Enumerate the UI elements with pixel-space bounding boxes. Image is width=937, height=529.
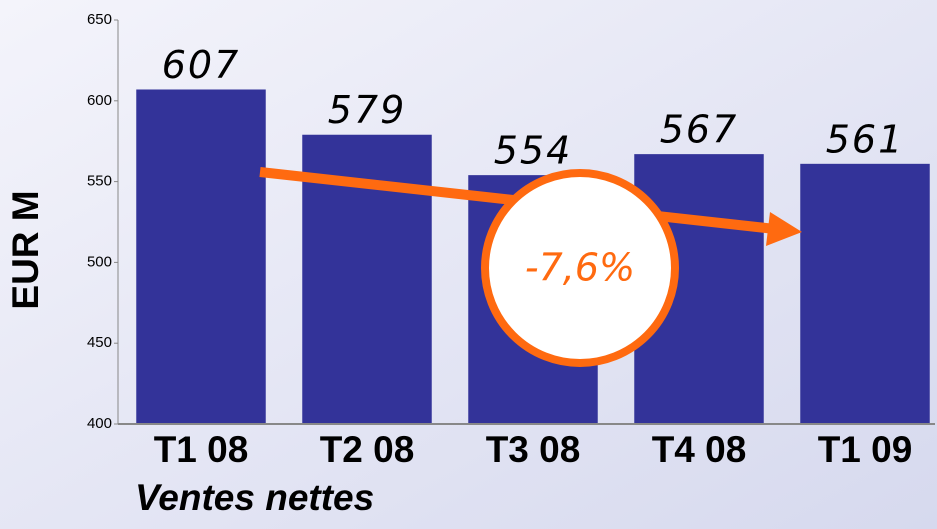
annotation-circle <box>481 169 679 367</box>
value-label: 567 <box>660 108 739 152</box>
arrow-head <box>766 212 802 246</box>
value-label: 554 <box>494 129 573 173</box>
x-tick-label: T1 09 <box>818 429 913 470</box>
x-tick-label: T2 08 <box>320 429 415 470</box>
y-tick-label: 450 <box>87 334 112 351</box>
y-tick-label: 400 <box>87 415 112 432</box>
y-tick-label: 500 <box>87 253 112 270</box>
value-label: 561 <box>826 117 905 161</box>
value-label: 579 <box>328 88 407 132</box>
x-tick-label: T4 08 <box>652 429 747 470</box>
y-tick-label: 650 <box>87 11 112 28</box>
x-axis-label: Ventes nettes <box>135 477 374 518</box>
x-tick-label: T1 08 <box>154 429 249 470</box>
value-label: 607 <box>162 43 241 87</box>
annotation: -7,6% <box>525 246 635 290</box>
x-tick-label: T3 08 <box>486 429 581 470</box>
bar <box>136 89 266 424</box>
bar <box>800 163 930 424</box>
y-tick-label: 550 <box>87 173 112 190</box>
y-axis-label: EUR M <box>5 190 46 309</box>
y-tick-label: 600 <box>87 92 112 109</box>
